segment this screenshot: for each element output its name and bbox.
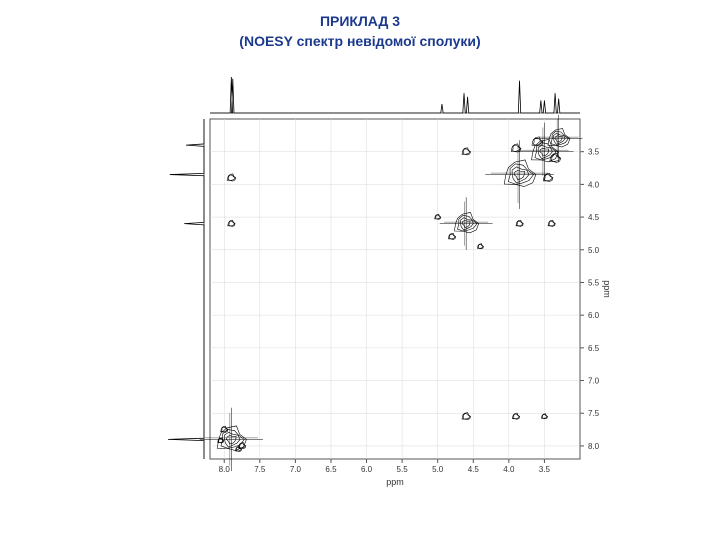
noesy-chart: 8.0 7.5 7.0 6.5 6.0 5.5 5.0 4.5 4.0 3.5 3.5 4.0 4.5 5… — [100, 59, 620, 499]
svg-text:ppm: ppm — [602, 280, 612, 298]
svg-text:7.5: 7.5 — [588, 409, 600, 418]
svg-text:6.5: 6.5 — [325, 465, 337, 474]
svg-text:5.0: 5.0 — [432, 465, 444, 474]
svg-text:7.0: 7.0 — [290, 465, 302, 474]
svg-text:6.5: 6.5 — [588, 344, 600, 353]
svg-text:5.5: 5.5 — [397, 465, 409, 474]
svg-text:4.5: 4.5 — [588, 213, 600, 222]
svg-text:5.0: 5.0 — [588, 246, 600, 255]
svg-text:3.5: 3.5 — [588, 148, 600, 157]
svg-text:7.0: 7.0 — [588, 377, 600, 386]
svg-text:8.0: 8.0 — [588, 442, 600, 451]
svg-text:4.0: 4.0 — [588, 181, 600, 190]
svg-text:6.0: 6.0 — [361, 465, 373, 474]
svg-text:4.0: 4.0 — [503, 465, 515, 474]
noesy-svg: 8.0 7.5 7.0 6.5 6.0 5.5 5.0 4.5 4.0 3.5 3.5 4.0 4.5 5… — [100, 59, 620, 499]
svg-text:8.0: 8.0 — [219, 465, 231, 474]
svg-text:7.5: 7.5 — [254, 465, 266, 474]
title-line2: (NOESY спектр невідомої сполуки) — [239, 33, 480, 49]
svg-text:3.5: 3.5 — [539, 465, 551, 474]
title-line1: ПРИКЛАД 3 — [320, 13, 400, 29]
svg-text:6.0: 6.0 — [588, 311, 600, 320]
page-title: ПРИКЛАД 3 (NOESY спектр невідомої сполук… — [0, 0, 720, 51]
svg-text:4.5: 4.5 — [468, 465, 480, 474]
svg-text:ppm: ppm — [386, 477, 404, 487]
svg-text:5.5: 5.5 — [588, 279, 600, 288]
